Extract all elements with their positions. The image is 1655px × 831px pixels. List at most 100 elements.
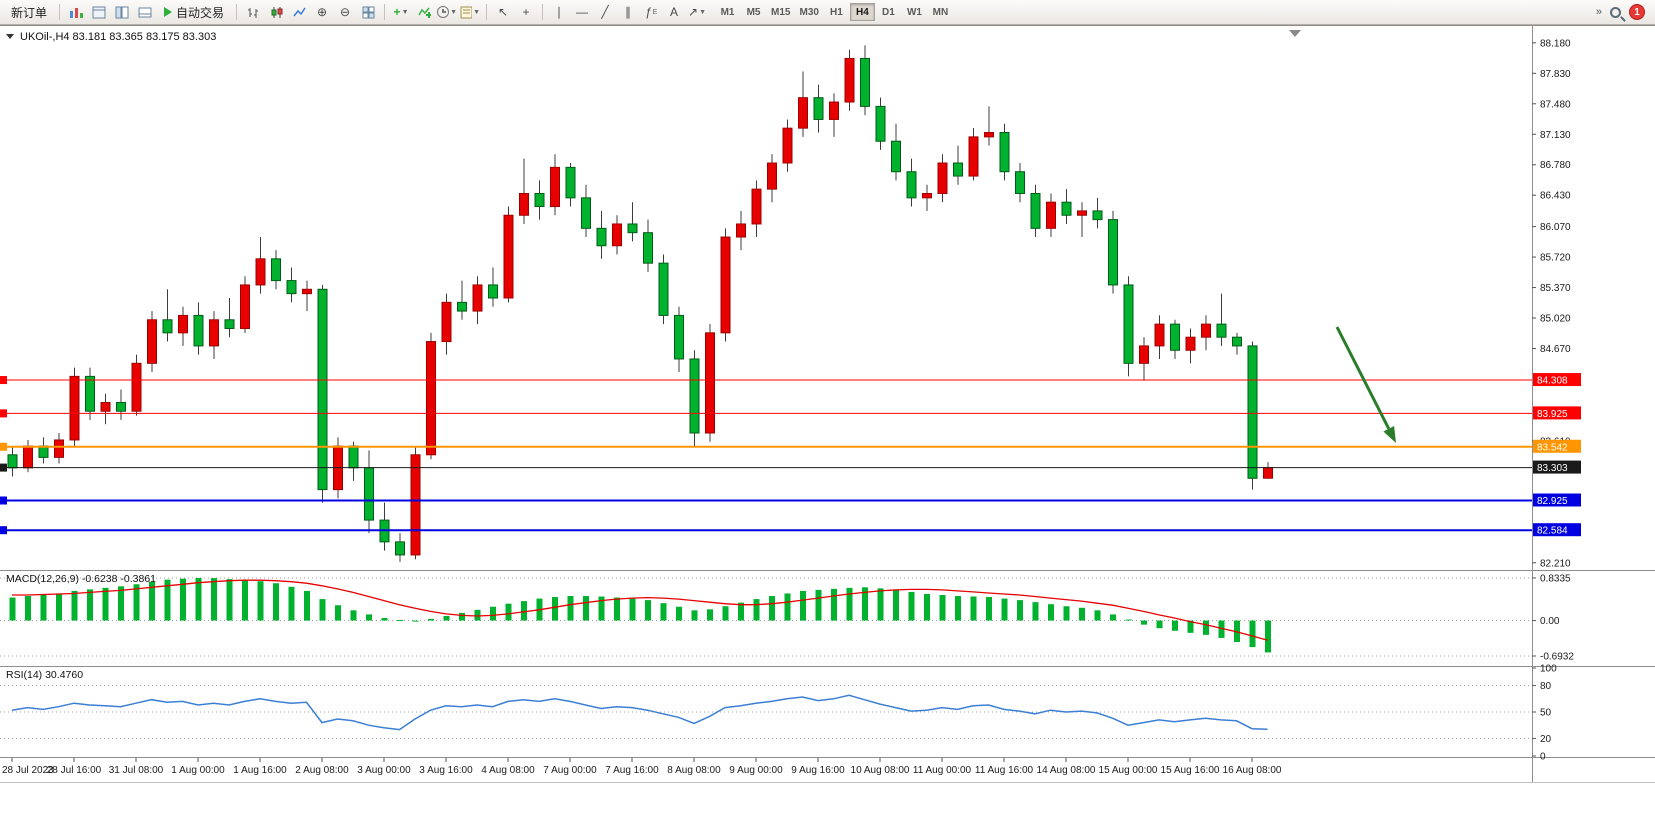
bar-chart-mode-icon[interactable] [242, 2, 264, 22]
candle-body [1154, 323, 1165, 347]
macd-histogram-bar [862, 587, 868, 621]
macd-histogram-bar [784, 593, 791, 621]
timeframe-h4-button[interactable]: H4 [849, 3, 875, 21]
notification-badge[interactable]: 1 [1629, 4, 1645, 20]
toolbar-separator [542, 4, 544, 20]
macd-histogram-bar [304, 590, 310, 621]
macd-histogram-bar [707, 609, 713, 621]
timeframe-mn-button[interactable]: MN [928, 3, 953, 21]
chart-text: 83.542 [1537, 442, 1568, 453]
macd-histogram-bar [1032, 602, 1039, 621]
candle-body [348, 445, 359, 469]
indicators-icon[interactable] [413, 2, 435, 22]
macd-histogram-bar [924, 593, 930, 621]
timeframe-w1-button[interactable]: W1 [902, 3, 927, 21]
candle-body [1030, 192, 1041, 229]
toolbar-overflow-chevron[interactable]: » [1595, 6, 1602, 18]
chart-text: 84.670 [1540, 344, 1571, 355]
macd-histogram-bar [319, 599, 326, 621]
chart-text: 7 Aug 16:00 [605, 765, 659, 776]
channel-tool-icon[interactable]: ∥ [617, 2, 639, 22]
arrows-tool-icon[interactable]: ↗ ▼ [686, 2, 708, 22]
macd-histogram-bar [257, 581, 264, 621]
timeframe-m15-button[interactable]: M15 [767, 3, 794, 21]
candle-body [922, 192, 932, 199]
macd-histogram-bar [195, 577, 202, 621]
candle-body [100, 402, 111, 412]
price-line-left-marker [0, 463, 7, 472]
trend-arrow-line[interactable] [1335, 326, 1391, 430]
candle-body [1077, 210, 1087, 216]
terminal-icon[interactable] [134, 2, 156, 22]
candle-body [798, 97, 808, 129]
candle-body [596, 227, 607, 247]
timeframe-d1-button[interactable]: D1 [876, 3, 901, 21]
timeframe-m1-button[interactable]: M1 [715, 3, 740, 21]
chart-text: 86.780 [1540, 160, 1571, 171]
price-badge [1533, 493, 1581, 507]
macd-histogram-bar [986, 597, 992, 621]
chart-text: 14 Aug 08:00 [1037, 765, 1096, 776]
macd-histogram-bar [645, 600, 651, 621]
zoom-in-icon[interactable]: ⊕ [311, 2, 333, 22]
templates-icon[interactable]: ▼ [459, 2, 481, 22]
macd-histogram-bar [1001, 598, 1008, 621]
new-chart-icon[interactable]: + ▼ [390, 2, 412, 22]
chart-text: 87.830 [1540, 69, 1571, 80]
price-line-left-marker [0, 376, 7, 385]
timeframe-m5-button[interactable]: M5 [741, 3, 766, 21]
trend-arrow-head[interactable] [1383, 426, 1396, 443]
macd-histogram-bar [40, 595, 47, 621]
new-order-button[interactable]: 新订单 [4, 2, 54, 22]
macd-histogram-bar [1110, 614, 1116, 621]
candle-body [674, 314, 684, 360]
vertical-line-tool-icon[interactable]: ∣ [548, 2, 570, 22]
macd-histogram-bar [273, 583, 279, 621]
line-chart-mode-icon[interactable] [288, 2, 310, 22]
periods-icon[interactable]: ▼ [436, 2, 458, 22]
cursor-tool-icon[interactable]: ↖ [492, 2, 514, 22]
macd-histogram-bar [459, 612, 465, 621]
candle-body [1123, 284, 1134, 364]
data-window-icon[interactable] [88, 2, 110, 22]
candle-body [1170, 323, 1180, 351]
search-icon[interactable] [1610, 6, 1621, 18]
timeframe-h1-button[interactable]: H1 [824, 3, 849, 21]
macd-histogram-bar [1063, 606, 1070, 621]
timeframe-m30-button[interactable]: M30 [795, 3, 822, 21]
horizontal-line-tool-icon[interactable]: ― [571, 2, 593, 22]
trendline-tool-icon[interactable]: ╱ [594, 2, 616, 22]
macd-histogram-bar [908, 591, 915, 621]
macd-histogram-bar [335, 605, 341, 621]
chart-text: RSI(14) 30.4760 [6, 669, 83, 681]
candle-body [891, 140, 901, 173]
candle-body [209, 319, 219, 347]
macd-histogram-bar [505, 603, 512, 621]
chart-text: 86.070 [1540, 222, 1571, 233]
macd-histogram-bar [831, 588, 837, 621]
navigator-icon[interactable] [111, 2, 133, 22]
candle-body [116, 402, 126, 412]
market-watch-icon[interactable] [65, 2, 87, 22]
macd-histogram-bar [118, 586, 124, 621]
candle-body [7, 454, 18, 469]
text-tool-icon[interactable]: A [663, 2, 685, 22]
candle-body [441, 301, 452, 343]
candlestick-mode-icon[interactable] [265, 2, 287, 22]
candle-body [488, 284, 498, 299]
chart-text: 16 Aug 08:00 [1223, 765, 1282, 776]
auto-trading-button[interactable]: 自动交易 [157, 2, 231, 22]
clock-icon [437, 6, 450, 18]
macd-histogram-bar [490, 606, 496, 621]
candle-body [38, 445, 49, 458]
zoom-out-icon[interactable]: ⊖ [334, 2, 356, 22]
tile-windows-icon[interactable] [357, 2, 379, 22]
chart-shift-marker[interactable] [1289, 30, 1301, 37]
candle-body [224, 319, 235, 329]
chart-text: 31 Jul 08:00 [109, 765, 164, 776]
crosshair-tool-icon[interactable]: + [515, 2, 537, 22]
one-click-trading-arrow[interactable] [6, 34, 14, 39]
toolbar-separator [59, 4, 61, 20]
